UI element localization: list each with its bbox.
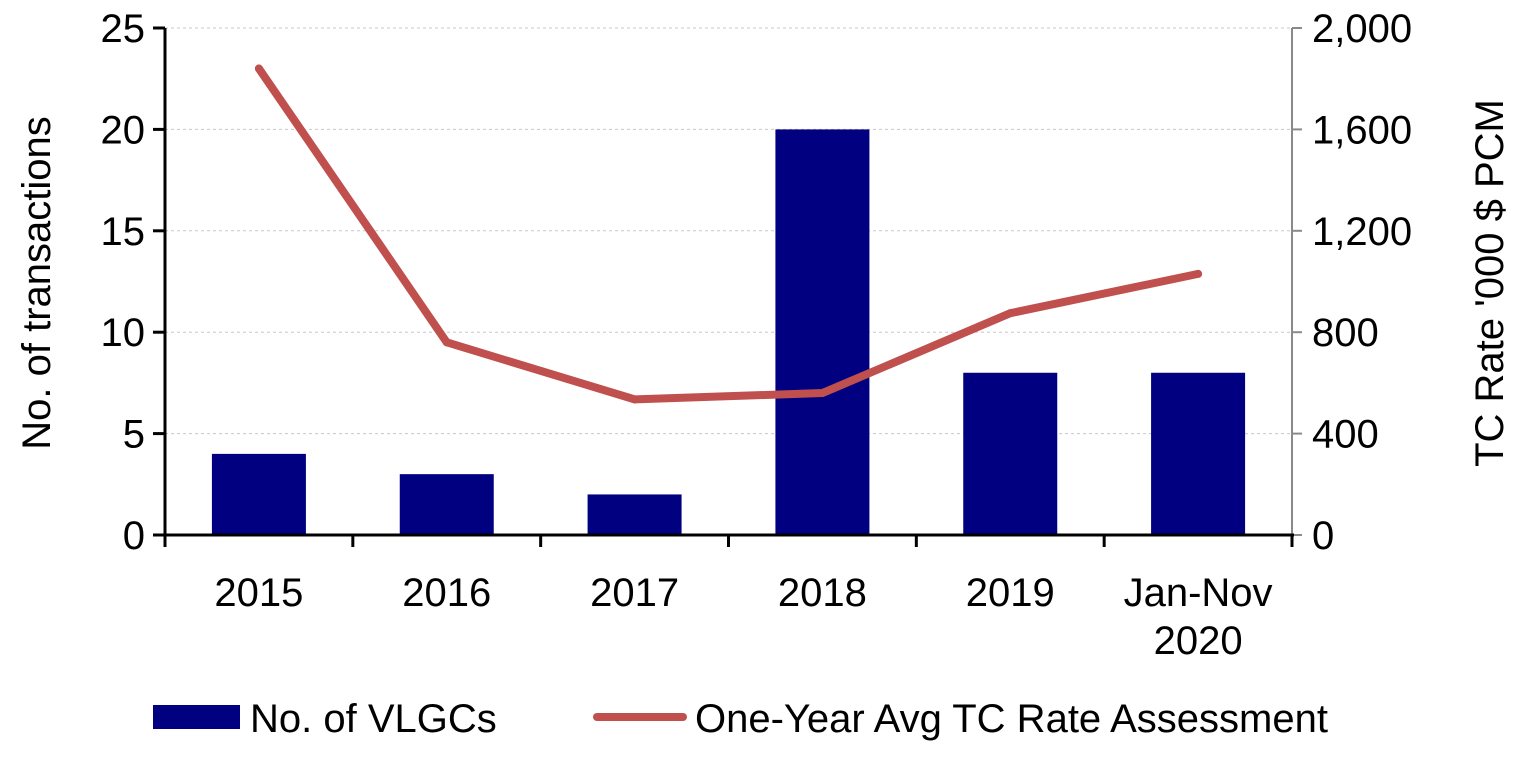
y-right-axis-title: TC Rate '000 $ PCM: [1468, 99, 1512, 467]
y-right-tick-label: 0: [1312, 514, 1334, 558]
series-line: [254, 64, 1203, 404]
line-point: [630, 395, 639, 404]
bar: [399, 474, 494, 535]
y-left-tick-label: 0: [123, 514, 145, 558]
legend-swatch-vlgcs: [153, 705, 240, 729]
line-point: [818, 389, 827, 398]
y-right-tick-label: 1,200: [1312, 210, 1412, 254]
legend-label-vlgcs: No. of VLGCs: [250, 697, 497, 741]
y-right-tick-label: 400: [1312, 413, 1379, 457]
x-tick-label: 2018: [778, 571, 867, 615]
x-tick-label: 2017: [590, 571, 679, 615]
bar: [1151, 372, 1246, 535]
bar: [587, 494, 682, 535]
y-right-tick-label: 800: [1312, 311, 1379, 355]
y-left-axis-title: No. of transactions: [15, 116, 59, 450]
x-tick-label: 2015: [214, 571, 303, 615]
y-right-tick-label: 1,600: [1312, 108, 1412, 152]
axes: 0 5 10 15 20 25 0 400 800 1,200 1,600 2,000 2015 2016…: [101, 7, 1413, 663]
line-point: [1006, 309, 1015, 318]
line-point: [442, 338, 451, 347]
y-left-tick-label: 5: [123, 413, 145, 457]
y-left-tick-label: 15: [101, 210, 146, 254]
legend-label-tc-rate: One-Year Avg TC Rate Assessment: [695, 697, 1328, 741]
bar: [963, 372, 1058, 535]
y-left-tick-label: 10: [101, 311, 146, 355]
y-left-tick-label: 25: [101, 7, 146, 51]
y-left-tick-label: 20: [101, 108, 146, 152]
bar: [211, 453, 306, 535]
line-point: [254, 64, 263, 73]
x-tick-label: 2016: [402, 571, 491, 615]
legend: No. of VLGCs One-Year Avg TC Rate Assess…: [153, 697, 1328, 741]
y-right-tick-label: 2,000: [1312, 7, 1412, 51]
bar: [775, 129, 870, 535]
x-tick-label: Jan-Nov 2020: [1124, 571, 1273, 663]
x-tick-label: 2019: [966, 571, 1055, 615]
line-point: [1194, 269, 1203, 278]
gridlines: [165, 27, 1292, 435]
line-series-tc-rate: [254, 64, 1203, 404]
bar-series-vlgcs: [211, 129, 1246, 535]
